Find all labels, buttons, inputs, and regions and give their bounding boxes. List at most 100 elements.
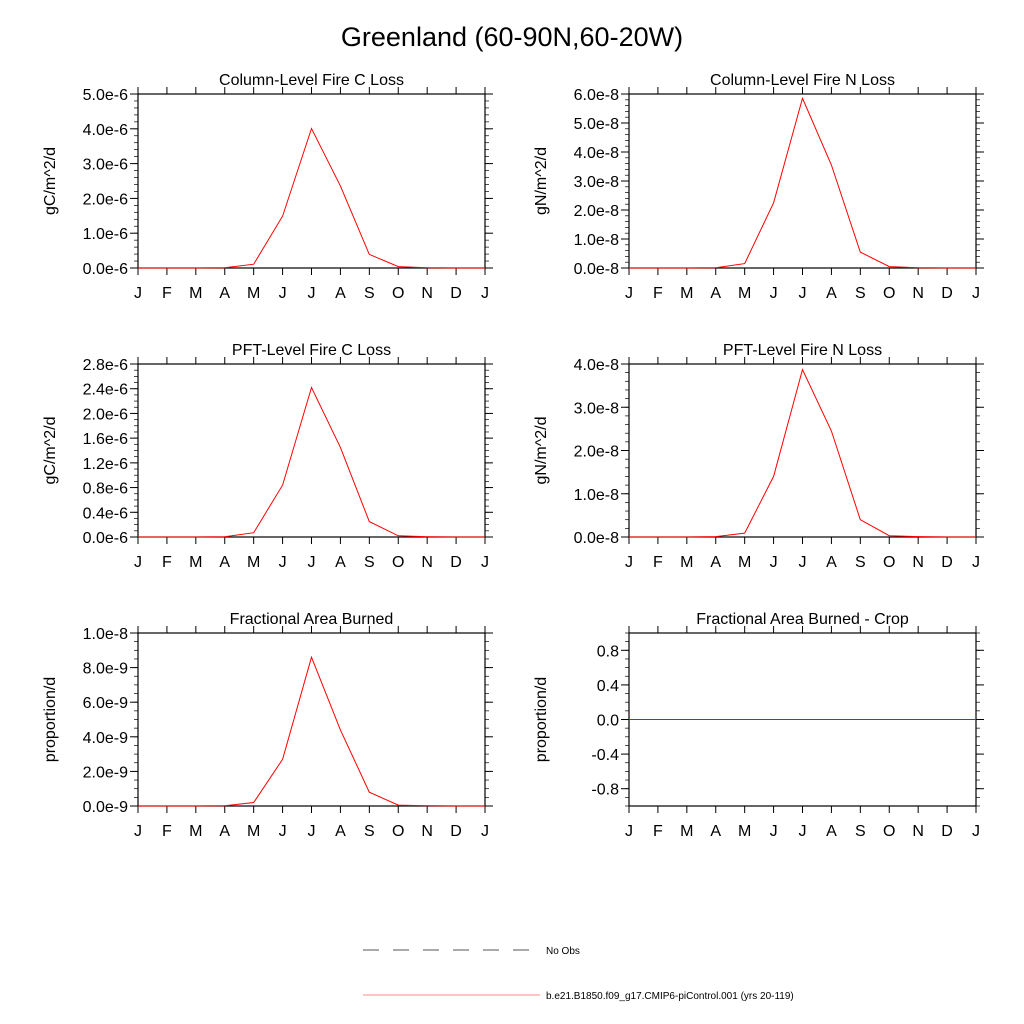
- y-tick-label: 1.0e-6: [83, 226, 128, 243]
- x-tick-label: M: [247, 554, 260, 571]
- x-tick-label: J: [972, 823, 980, 840]
- panel-title: Column-Level Fire N Loss: [710, 72, 895, 89]
- x-tick-label: N: [421, 823, 433, 840]
- y-tick-label: 6.0e-8: [574, 87, 619, 104]
- y-axis-label: gC/m^2/d: [42, 147, 59, 215]
- x-tick-label: F: [653, 554, 663, 571]
- y-tick-label: 0.8e-6: [83, 481, 128, 498]
- x-tick-label: M: [189, 823, 202, 840]
- x-tick-label: A: [826, 285, 837, 302]
- x-tick-label: M: [738, 554, 751, 571]
- x-tick-label: J: [134, 285, 142, 302]
- x-tick-label: J: [481, 554, 489, 571]
- x-tick-label: O: [883, 554, 895, 571]
- y-tick-label: 2.0e-9: [83, 764, 128, 781]
- panel-6: Fractional Area Burned - Crop proportion/…: [533, 611, 984, 840]
- y-tick-label: 0.0e-9: [83, 799, 128, 816]
- y-tick-label: 3.0e-8: [574, 400, 619, 417]
- x-tick-label: A: [826, 823, 837, 840]
- y-tick-label: 2.0e-6: [83, 406, 128, 423]
- y-tick-label: 0.0e-8: [574, 261, 619, 278]
- x-tick-label: O: [883, 285, 895, 302]
- x-tick-label: J: [770, 285, 778, 302]
- x-tick-label: N: [912, 554, 924, 571]
- x-tick-label: J: [481, 285, 489, 302]
- y-tick-label: -0.8: [591, 782, 619, 799]
- y-tick-label: 1.0e-8: [574, 232, 619, 249]
- x-tick-label: S: [855, 554, 866, 571]
- x-tick-label: N: [421, 554, 433, 571]
- x-tick-label: J: [799, 823, 807, 840]
- y-tick-label: 1.0e-8: [574, 487, 619, 504]
- y-tick-label: 1.2e-6: [83, 456, 128, 473]
- x-tick-label: J: [799, 285, 807, 302]
- x-tick-label: M: [189, 285, 202, 302]
- y-tick-label: 4.0e-8: [574, 357, 619, 374]
- x-tick-label: N: [912, 285, 924, 302]
- x-tick-label: J: [279, 823, 287, 840]
- x-tick-label: J: [279, 285, 287, 302]
- plot-frame: [628, 363, 977, 538]
- y-tick-label: 3.0e-6: [83, 157, 128, 174]
- x-tick-label: N: [912, 823, 924, 840]
- plot-frame: [137, 93, 486, 269]
- x-tick-label: O: [392, 554, 404, 571]
- y-axis-label: proportion/d: [533, 677, 550, 762]
- x-tick-label: F: [162, 285, 172, 302]
- plot-frame: [137, 363, 486, 538]
- x-tick-label: J: [972, 285, 980, 302]
- x-tick-label: J: [770, 554, 778, 571]
- x-tick-label: F: [653, 823, 663, 840]
- x-tick-label: D: [450, 823, 462, 840]
- x-tick-label: M: [738, 285, 751, 302]
- y-tick-label: 0.0e-8: [574, 530, 619, 547]
- x-tick-label: O: [392, 823, 404, 840]
- y-tick-label: 4.0e-6: [83, 122, 128, 139]
- x-tick-label: S: [364, 823, 375, 840]
- x-tick-label: A: [335, 823, 346, 840]
- x-tick-label: A: [219, 554, 230, 571]
- y-tick-label: 4.0e-8: [574, 145, 619, 162]
- legend: No Obs b.e21.B1850.f09_g17.CMIP6-piContro…: [363, 946, 794, 1002]
- y-tick-label: 5.0e-8: [574, 116, 619, 133]
- y-tick-label: 2.0e-8: [574, 203, 619, 220]
- y-tick-label: 0.0e-6: [83, 530, 128, 547]
- y-axis-label: gC/m^2/d: [42, 417, 59, 485]
- plot-frame: [628, 93, 977, 269]
- y-tick-label: 0.4e-6: [83, 505, 128, 522]
- x-tick-label: F: [162, 554, 172, 571]
- series-line: [138, 127, 485, 269]
- x-tick-label: J: [279, 554, 287, 571]
- x-tick-label: A: [826, 554, 837, 571]
- y-tick-label: 2.8e-6: [83, 357, 128, 374]
- x-tick-label: O: [392, 285, 404, 302]
- y-axis-label: gN/m^2/d: [533, 417, 550, 485]
- x-tick-label: J: [308, 823, 316, 840]
- x-tick-label: M: [189, 554, 202, 571]
- page-title: Greenland (60-90N,60-20W): [340, 22, 684, 52]
- x-tick-label: D: [941, 823, 953, 840]
- x-tick-label: F: [653, 285, 663, 302]
- x-tick-label: A: [335, 285, 346, 302]
- x-tick-label: A: [710, 285, 721, 302]
- y-tick-label: 2.4e-6: [83, 382, 128, 399]
- x-tick-label: M: [738, 823, 751, 840]
- x-tick-label: F: [162, 823, 172, 840]
- panel-title: Fractional Area Burned: [230, 611, 394, 628]
- y-tick-label: 2.0e-6: [83, 191, 128, 208]
- series-line: [138, 655, 485, 807]
- y-tick-label: -0.4: [591, 747, 619, 764]
- panel-title: PFT-Level Fire N Loss: [723, 342, 882, 359]
- y-axis-label: gN/m^2/d: [533, 147, 550, 215]
- x-tick-label: J: [799, 554, 807, 571]
- x-tick-label: A: [335, 554, 346, 571]
- x-tick-label: S: [364, 285, 375, 302]
- y-tick-label: 2.0e-8: [574, 444, 619, 461]
- y-axis-label: proportion/d: [42, 677, 59, 762]
- x-tick-label: S: [364, 554, 375, 571]
- x-tick-label: A: [219, 823, 230, 840]
